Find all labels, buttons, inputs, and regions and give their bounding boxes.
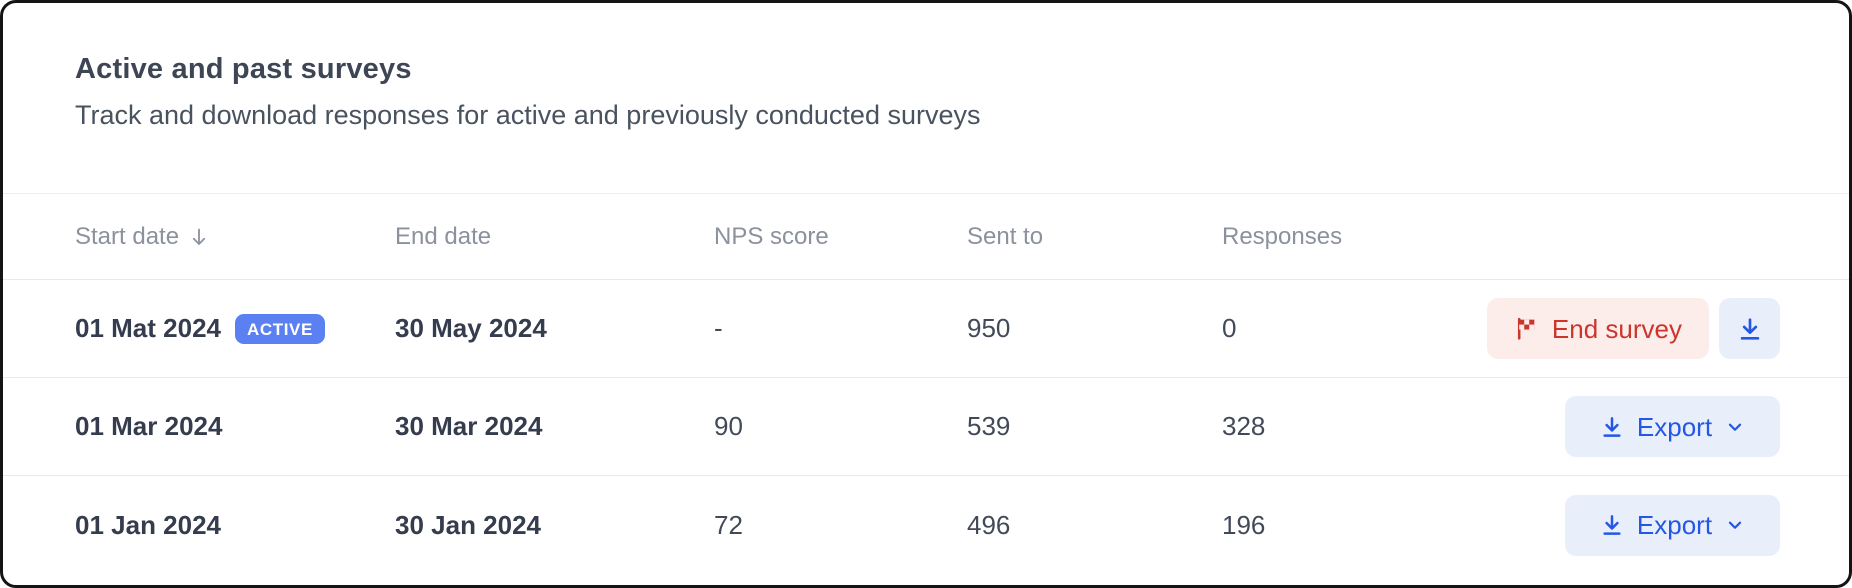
end-date-cell: 30 May 2024 [395, 313, 547, 343]
sent-to-cell: 496 [967, 509, 1011, 540]
actions-cell: End survey [1480, 298, 1780, 359]
nps-score-cell: 72 [714, 509, 743, 540]
sort-descending-icon [187, 225, 211, 249]
download-icon [1736, 315, 1764, 343]
surveys-table: Start date End date NPS score Sent to Re… [3, 193, 1849, 574]
responses-cell: 0 [1222, 313, 1237, 343]
end-date-cell: 30 Mar 2024 [395, 411, 543, 441]
download-icon [1599, 414, 1625, 440]
page-title: Active and past surveys [75, 53, 412, 85]
table-row-past-survey: 01 Jan 2024 30 Jan 2024 72 496 196 Expor… [3, 476, 1849, 574]
nps-score-cell: - [714, 313, 723, 343]
download-button[interactable] [1719, 298, 1780, 359]
column-header-nps-score: NPS score [714, 222, 829, 250]
sent-to-cell: 950 [967, 313, 1011, 343]
column-header-responses: Responses [1222, 222, 1343, 250]
column-header-end-date: End date [395, 222, 492, 250]
status-badge: ACTIVE [234, 313, 325, 344]
chevron-down-icon [1724, 514, 1746, 536]
column-header-start-date[interactable]: Start date [75, 223, 395, 251]
end-date-cell: 30 Jan 2024 [395, 509, 542, 540]
download-icon [1599, 512, 1625, 538]
actions-cell: Export [1480, 494, 1780, 556]
sent-to-cell: 539 [967, 411, 1011, 441]
column-header-sent-to: Sent to [967, 222, 1044, 250]
nps-score-cell: 90 [714, 411, 743, 441]
page-subtitle: Track and download responses for active … [75, 100, 981, 130]
start-date-cell: 01 Jan 2024 [75, 509, 222, 540]
card-header: Active and past surveys Track and downlo… [3, 3, 1849, 193]
start-date-cell: 01 Mat 2024 ACTIVE [75, 313, 395, 344]
end-survey-button[interactable]: End survey [1486, 298, 1709, 359]
actions-cell: Export [1480, 396, 1780, 457]
table-header-row: Start date End date NPS score Sent to Re… [3, 193, 1849, 280]
checkered-flag-icon [1514, 316, 1539, 341]
chevron-down-icon [1724, 416, 1746, 438]
export-button[interactable]: Export [1565, 494, 1780, 556]
start-date-cell: 01 Mar 2024 [75, 411, 223, 441]
table-row-active-survey: 01 Mat 2024 ACTIVE 30 May 2024 - 950 0 [3, 280, 1849, 378]
export-button[interactable]: Export [1565, 396, 1780, 457]
responses-cell: 328 [1222, 411, 1266, 441]
responses-cell: 196 [1222, 509, 1266, 540]
table-row-past-survey: 01 Mar 2024 30 Mar 2024 90 539 328 Expor… [3, 378, 1849, 476]
